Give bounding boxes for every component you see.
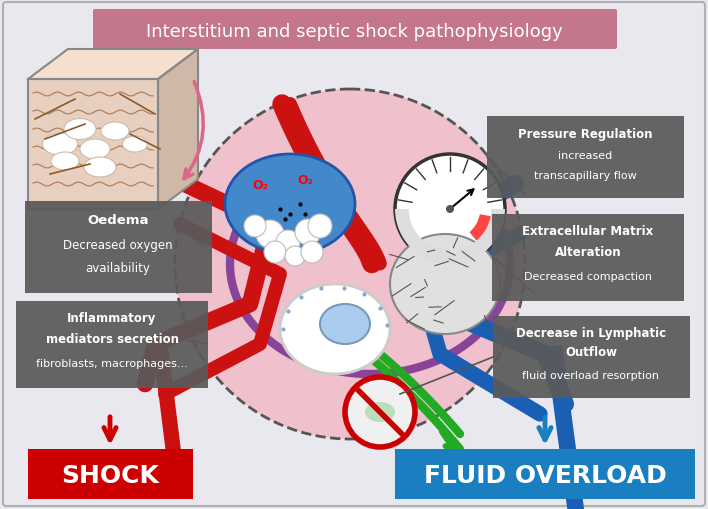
Text: Pressure Regulation: Pressure Regulation	[518, 127, 652, 140]
FancyBboxPatch shape	[395, 449, 695, 499]
FancyBboxPatch shape	[492, 214, 684, 301]
Text: O₂: O₂	[252, 178, 268, 191]
Text: Interstitium and septic shock pathophysiology: Interstitium and septic shock pathophysi…	[146, 23, 562, 41]
Circle shape	[345, 377, 415, 447]
Circle shape	[295, 219, 321, 245]
Ellipse shape	[84, 158, 116, 178]
Ellipse shape	[225, 155, 355, 254]
Ellipse shape	[320, 304, 370, 344]
Text: SHOCK: SHOCK	[61, 463, 159, 487]
FancyBboxPatch shape	[93, 10, 617, 50]
Circle shape	[285, 246, 305, 267]
Text: availability: availability	[86, 261, 150, 274]
FancyBboxPatch shape	[16, 301, 208, 388]
Ellipse shape	[101, 123, 129, 140]
Polygon shape	[28, 80, 158, 210]
Text: transcapillary flow: transcapillary flow	[534, 171, 636, 181]
Text: Extracellular Matrix: Extracellular Matrix	[523, 224, 653, 238]
FancyBboxPatch shape	[486, 117, 683, 199]
FancyBboxPatch shape	[25, 202, 212, 293]
Text: Oedema: Oedema	[87, 214, 149, 227]
Text: increased: increased	[558, 151, 612, 161]
Text: Alteration: Alteration	[554, 246, 622, 259]
Text: O₂: O₂	[297, 173, 313, 186]
Text: Decrease in Lymphatic: Decrease in Lymphatic	[516, 326, 666, 339]
Text: Decreased compaction: Decreased compaction	[524, 272, 652, 281]
Circle shape	[264, 242, 286, 264]
Text: Decreased oxygen: Decreased oxygen	[63, 239, 173, 252]
Wedge shape	[469, 215, 491, 241]
Circle shape	[175, 90, 525, 439]
FancyBboxPatch shape	[493, 317, 690, 398]
Circle shape	[276, 231, 300, 254]
Circle shape	[256, 220, 284, 248]
Circle shape	[244, 216, 266, 238]
Wedge shape	[395, 210, 505, 265]
Polygon shape	[28, 50, 198, 80]
Circle shape	[446, 206, 454, 214]
Text: Inflammatory: Inflammatory	[67, 312, 156, 324]
Text: fluid overload resorption: fluid overload resorption	[523, 370, 659, 380]
Ellipse shape	[42, 134, 77, 156]
Ellipse shape	[390, 235, 500, 334]
Ellipse shape	[51, 153, 79, 171]
FancyBboxPatch shape	[3, 3, 705, 506]
Ellipse shape	[122, 137, 147, 153]
Circle shape	[301, 242, 323, 264]
Polygon shape	[158, 50, 198, 210]
Text: mediators secretion: mediators secretion	[45, 332, 178, 346]
Text: Outflow: Outflow	[565, 346, 617, 359]
Ellipse shape	[80, 140, 110, 160]
FancyBboxPatch shape	[28, 449, 193, 499]
Circle shape	[308, 215, 332, 239]
Ellipse shape	[64, 119, 96, 140]
Ellipse shape	[365, 402, 395, 422]
Circle shape	[395, 155, 505, 265]
Text: fibroblasts, macrophages…: fibroblasts, macrophages…	[36, 358, 188, 369]
Ellipse shape	[280, 285, 390, 374]
Text: FLUID OVERLOAD: FLUID OVERLOAD	[423, 463, 666, 487]
